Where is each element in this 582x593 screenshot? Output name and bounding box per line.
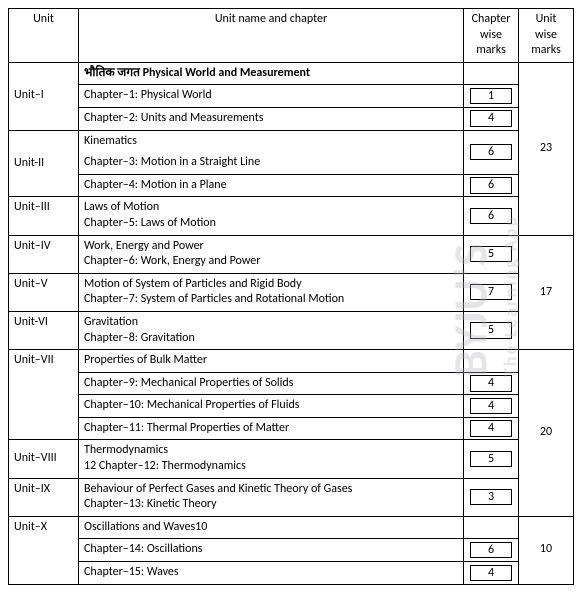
- marks-value: 6: [470, 542, 512, 558]
- chapter-marks: 6: [464, 197, 519, 235]
- chapter-name: Chapter–10: Mechanical Properties of Flu…: [79, 395, 464, 418]
- marks-value: 4: [470, 565, 512, 581]
- unit-title: Laws of Motion Chapter–5: Laws of Motion: [79, 197, 464, 235]
- unit-id: Unit–V: [9, 273, 79, 311]
- chapter-marks: [464, 62, 519, 85]
- table-row: Unit-II Kinematics 6: [9, 130, 574, 152]
- marks-value: 6: [470, 144, 512, 160]
- unit-marks: 17: [519, 235, 574, 350]
- chapter-marks: [464, 350, 519, 373]
- chapter-marks: 5: [464, 311, 519, 349]
- marks-value: 5: [470, 322, 512, 338]
- chapter-name: Chapter–2: Units and Measurements: [79, 107, 464, 130]
- chapter-marks: [464, 516, 519, 539]
- unit-id: Unit–X: [9, 516, 79, 584]
- unit-title: Work, Energy and Power Chapter–6: Work, …: [79, 235, 464, 273]
- chapter-name: Chapter–9: Mechanical Properties of Soli…: [79, 372, 464, 395]
- unit-title: Motion of System of Particles and Rigid …: [79, 273, 464, 311]
- unit-title: Properties of Bulk Matter: [79, 350, 464, 373]
- chapter-marks: 4: [464, 372, 519, 395]
- unit-title: Kinematics: [79, 130, 464, 152]
- unit-id: Unit–VIII: [9, 440, 79, 478]
- chapter-marks: 4: [464, 562, 519, 585]
- unit-title: Oscillations and Waves10: [79, 516, 464, 539]
- chapter-marks: 6: [464, 130, 519, 174]
- chapter-name: Chapter–15: Waves: [79, 562, 464, 585]
- table-row: Unit–X Oscillations and Waves10 10: [9, 516, 574, 539]
- marks-value: 6: [470, 208, 512, 224]
- chapter-marks: 4: [464, 395, 519, 418]
- unit-marks: 10: [519, 516, 574, 584]
- table-row: Chapter–10: Mechanical Properties of Flu…: [9, 395, 574, 418]
- marks-value: 7: [470, 284, 512, 300]
- table-row: Unit–IX Behaviour of Perfect Gases and K…: [9, 478, 574, 516]
- unit-id: Unit–IV: [9, 235, 79, 273]
- unit-id: Unit–IX: [9, 478, 79, 516]
- table-row: Chapter–15: Waves 4: [9, 562, 574, 585]
- chapter-marks: 3: [464, 478, 519, 516]
- marks-value: 5: [470, 451, 512, 467]
- marks-value: 5: [470, 246, 512, 262]
- hdr-umarks: Unit wise marks: [519, 9, 574, 63]
- unit-title-text: भौतिक जगत Physical World and Measurement: [84, 66, 310, 80]
- marks-value: 4: [470, 110, 512, 126]
- chapter-marks: 6: [464, 539, 519, 562]
- table-row: Unit–IV Work, Energy and Power Chapter–6…: [9, 235, 574, 273]
- chapter-marks: 4: [464, 107, 519, 130]
- table-row: Unit–V Motion of System of Particles and…: [9, 273, 574, 311]
- chapter-marks: 1: [464, 85, 519, 108]
- chapter-marks: 6: [464, 174, 519, 197]
- chapter-marks: 5: [464, 235, 519, 273]
- chapter-name: Chapter–4: Motion in a Plane: [79, 174, 464, 197]
- table-header-row: Unit Unit name and chapter Chapter wise …: [9, 9, 574, 63]
- hdr-name: Unit name and chapter: [79, 9, 464, 63]
- table-row: Chapter–14: Oscillations 6: [9, 539, 574, 562]
- unit-id: Unit-II: [9, 130, 79, 197]
- unit-id: Unit–III: [9, 197, 79, 235]
- unit-id: Unit–I: [9, 62, 79, 130]
- marks-value: 4: [470, 420, 512, 436]
- marks-value: 3: [470, 489, 512, 505]
- chapter-name: Chapter–14: Oscillations: [79, 539, 464, 562]
- table-row: Chapter–11: Thermal Properties of Matter…: [9, 417, 574, 440]
- table-row: Unit–I भौतिक जगत Physical World and Meas…: [9, 62, 574, 85]
- table-row: Chapter–1: Physical World 1: [9, 85, 574, 108]
- table-row: Unit–III Laws of Motion Chapter–5: Laws …: [9, 197, 574, 235]
- table-row: Unit-VI Gravitation Chapter–8: Gravitati…: [9, 311, 574, 349]
- hdr-cmarks: Chapter wise marks: [464, 9, 519, 63]
- chapter-name: Chapter–1: Physical World: [79, 85, 464, 108]
- unit-title: Behaviour of Perfect Gases and Kinetic T…: [79, 478, 464, 516]
- unit-marks: 23: [519, 62, 574, 235]
- unit-title: Thermodynamics 12 Chapter–12: Thermodyna…: [79, 440, 464, 478]
- unit-id: Unit-VI: [9, 311, 79, 349]
- marks-value: 6: [470, 177, 512, 193]
- chapter-name: Chapter–11: Thermal Properties of Matter: [79, 417, 464, 440]
- table-row: Chapter–2: Units and Measurements 4: [9, 107, 574, 130]
- table-row: Unit–VII Properties of Bulk Matter 20: [9, 350, 574, 373]
- chapter-name: Chapter–3: Motion in a Straight Line: [79, 152, 464, 174]
- unit-id: Unit–VII: [9, 350, 79, 440]
- unit-title: Gravitation Chapter–8: Gravitation: [79, 311, 464, 349]
- marks-value: 1: [470, 88, 512, 104]
- hdr-unit: Unit: [9, 9, 79, 63]
- chapter-marks: 4: [464, 417, 519, 440]
- marks-value: 4: [470, 375, 512, 391]
- marks-value: 4: [470, 398, 512, 414]
- unit-marks: 20: [519, 350, 574, 517]
- chapter-marks: 5: [464, 440, 519, 478]
- table-row: Chapter–9: Mechanical Properties of Soli…: [9, 372, 574, 395]
- chapter-marks: 7: [464, 273, 519, 311]
- syllabus-table: Unit Unit name and chapter Chapter wise …: [8, 8, 574, 585]
- unit-title: भौतिक जगत Physical World and Measurement: [79, 62, 464, 85]
